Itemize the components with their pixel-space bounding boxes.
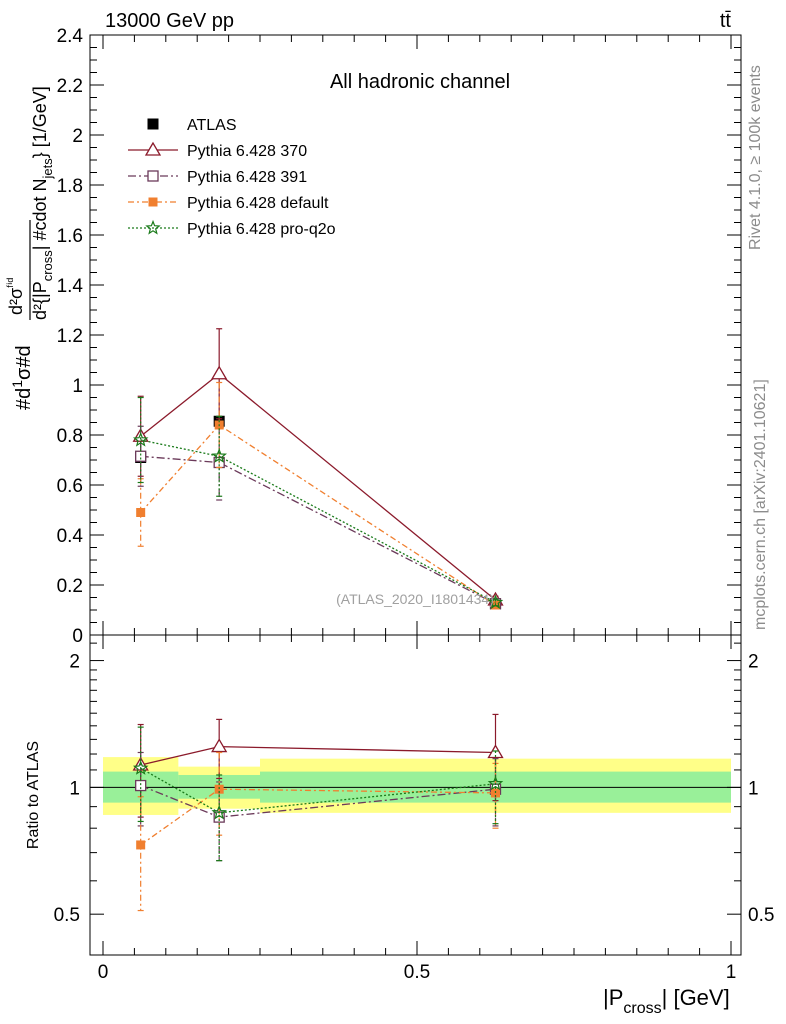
xtick-label: 1 — [726, 962, 737, 983]
main-ytick-label: 0.8 — [57, 426, 83, 447]
ylabel-part-3: #d — [13, 345, 35, 367]
series-atlas — [135, 415, 501, 610]
svg-text:d²{|Pcross| #cdot Njets} [1/Ge: d²{|Pcross| #cdot Njets} [1/GeV] — [30, 86, 55, 320]
xtick-label: 0 — [98, 962, 109, 983]
main-ytick-label: 2.4 — [57, 26, 84, 47]
legend-label: Pythia 6.428 pro-q2o — [187, 221, 336, 238]
energy-label: 13000 GeV pp — [105, 10, 234, 32]
data-point — [135, 450, 147, 462]
main-ytick-label: 2.2 — [57, 76, 83, 97]
xlabel-part-2: | [GeV] — [662, 985, 730, 1010]
data-point — [211, 448, 228, 463]
legend-label: Pythia 6.428 default — [187, 195, 329, 212]
data-point — [487, 594, 504, 610]
analysis-label: (ATLAS_2020_I1801434) — [336, 591, 494, 607]
legend-entry: Pythia 6.428 370 — [128, 141, 307, 160]
series-pythia-6-428-391 — [135, 424, 502, 610]
xlabel-part-1: cross — [623, 1000, 661, 1017]
legend-marker — [147, 170, 159, 182]
rivet-label: Rivet 4.1.0, ≥ 100k events — [747, 65, 764, 250]
xlabel-part-0: |P — [603, 985, 623, 1010]
legend-marker — [144, 141, 162, 156]
main-ytick-label: 0.6 — [57, 476, 83, 497]
legend-label: ATLAS — [187, 117, 237, 134]
data-point — [136, 508, 146, 517]
main-ytick-label: 1.4 — [57, 276, 84, 297]
process-label: tt̄ — [720, 10, 732, 32]
legend-label: Pythia 6.428 370 — [187, 143, 307, 160]
main-ytick-label: 1.2 — [57, 326, 83, 347]
main-ytick-label: 2 — [72, 126, 83, 147]
legend-marker — [145, 219, 161, 235]
ratio-ytick-label-right: 1 — [748, 778, 759, 799]
source-label: mcplots.cern.ch [arXiv:2401.10621] — [752, 379, 769, 630]
ratio-frame — [89, 634, 742, 956]
legend-entry: Pythia 6.428 391 — [128, 169, 307, 186]
legend-marker — [148, 197, 158, 207]
ratio-point — [211, 804, 228, 820]
ylabel-part-2: σ — [13, 367, 35, 380]
ylabel-part-4: d²σ — [6, 288, 26, 315]
series-line — [141, 421, 496, 604]
ratio-point — [211, 738, 228, 753]
ylabel-part-6: d²{|P — [30, 281, 50, 320]
xtick-label: 0.5 — [404, 962, 430, 983]
xlabel: |Pcross| [GeV] — [603, 985, 730, 1017]
ylabel-part-5: ᶠⁱᵈ — [4, 278, 19, 288]
ratio-series-pythia-6-428-pro-q2o — [132, 726, 504, 862]
main-ytick-label: 0.4 — [57, 526, 84, 547]
series-pythia-6-428-370 — [132, 328, 504, 606]
svg-text:d²σᶠⁱᵈ: d²σᶠⁱᵈ — [4, 278, 26, 315]
series-line — [140, 372, 496, 601]
ratio-point — [136, 840, 146, 850]
ratio-panel: 0.5 0.5 1 1 2 2 0 0.5 1 — [54, 634, 774, 983]
svg-text:#d1σ#d: #d1σ#d — [9, 345, 35, 410]
legend-marker — [147, 118, 159, 130]
ratio-ylabel: Ratio to ATLAS — [25, 741, 42, 849]
ylabel-part-1: 1 — [9, 380, 25, 388]
main-ytick-label: 1.8 — [57, 176, 83, 197]
chart-title: All hadronic channel — [330, 71, 510, 93]
ratio-ytick-label: 1 — [69, 778, 80, 799]
data-point — [211, 365, 228, 380]
main-ytick-label: 0 — [72, 626, 83, 647]
main-ylabel: #d1σ#d d²σᶠⁱᵈ d²{|Pcross| #cdot Njets} [… — [4, 86, 55, 410]
series-pythia-6-428-pro-q2o — [132, 396, 504, 610]
main-ytick-label: 0.2 — [57, 576, 83, 597]
legend: ATLAS Pythia 6.428 370 Pythia 6.428 391 Pyt… — [128, 117, 336, 238]
main-ytick-label: 1 — [72, 376, 83, 397]
ratio-line — [140, 788, 496, 846]
main-ytick-label: 1.6 — [57, 226, 83, 247]
legend-entry: Pythia 6.428 pro-q2o — [128, 219, 336, 238]
ylabel-part-0: #d — [13, 388, 35, 410]
series-line — [140, 424, 496, 606]
legend-entry: Pythia 6.428 default — [128, 195, 329, 212]
ratio-ytick-label-right: 0.5 — [748, 905, 774, 926]
series-pythia-6-428-default — [136, 381, 500, 610]
ylabel-part-8: | #cdot N — [30, 179, 50, 251]
legend-entry: ATLAS — [147, 117, 237, 134]
ylabel-part-10: } [1/GeV] — [30, 86, 50, 158]
ratio-ytick-label: 2 — [69, 652, 80, 673]
ratio-point — [214, 784, 224, 794]
series-line — [140, 439, 496, 604]
ratio-ytick-label-right: 2 — [748, 652, 759, 673]
main-panel: 0 0.2 0.4 0.6 0.8 1 1.2 1.4 1.6 1.8 2 2.2 2.4 All ha… — [57, 26, 742, 647]
data-point — [132, 431, 149, 447]
series-line — [140, 455, 496, 605]
ylabel-part-9: jets — [40, 158, 55, 180]
ratio-ytick-label: 0.5 — [54, 905, 80, 926]
legend-label: Pythia 6.428 391 — [187, 169, 307, 186]
ratio-point — [487, 775, 504, 791]
ratio-point — [132, 760, 149, 775]
ylabel-part-7: cross — [40, 250, 55, 282]
